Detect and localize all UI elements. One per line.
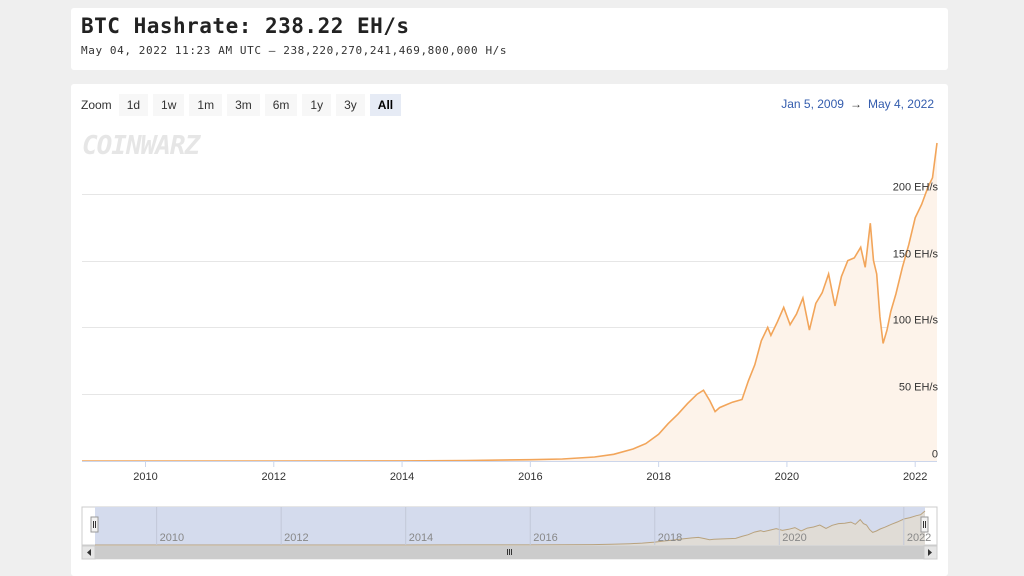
x-tick-label: 2016 — [518, 471, 542, 483]
zoom-button-1y[interactable]: 1y — [302, 94, 332, 116]
navigator-series-area — [95, 511, 925, 545]
navigator-handle-right[interactable] — [920, 516, 929, 533]
range-arrow-icon: → — [849, 97, 862, 111]
arrow-right-icon — [928, 549, 932, 556]
chart-card: Zoom 1d 1w 1m 3m 6m 1y 3y All Jan 5, 200… — [71, 84, 948, 576]
date-range[interactable]: Jan 5, 2009 → May 4, 2022 — [781, 97, 934, 111]
navigator-x-label: 2012 — [284, 532, 308, 544]
navigator[interactable]: 2010 2012 2014 2016 2018 2020 2022 — [81, 506, 938, 546]
zoom-button-all[interactable]: All — [369, 94, 402, 116]
x-tick-label: 2012 — [262, 471, 286, 483]
arrow-left-icon — [87, 549, 91, 556]
zoom-button-6m[interactable]: 6m — [264, 94, 298, 116]
navigator-x-labels: 2010 2012 2014 2016 2018 2020 2022 — [156, 507, 931, 545]
navigator-handle-left[interactable] — [90, 516, 99, 533]
x-tick-label: 2010 — [133, 471, 157, 483]
coinwarz-watermark: COINWARZ — [82, 131, 200, 161]
hashrate-timestamp: May 04, 2022 11:23 AM UTC – 238,220,270,… — [81, 44, 508, 57]
hashrate-area — [82, 143, 937, 461]
y-tick-label: 200 EH/s — [893, 182, 939, 194]
x-tick-label: 2014 — [390, 471, 414, 483]
zoom-button-3m[interactable]: 3m — [227, 94, 260, 116]
y-axis-ticks: 0 50 EH/s 100 EH/s 150 EH/s 200 EH/s — [893, 182, 939, 461]
navigator-x-label: 2014 — [409, 532, 433, 544]
hashrate-header: BTC Hashrate: 238.22 EH/s May 04, 2022 1… — [71, 8, 948, 70]
range-from[interactable]: Jan 5, 2009 — [781, 97, 844, 111]
zoom-label: Zoom — [81, 98, 112, 112]
y-tick-label: 50 EH/s — [899, 382, 939, 394]
zoom-toolbar: Zoom 1d 1w 1m 3m 6m 1y 3y All — [81, 94, 402, 116]
y-tick-label: 0 — [932, 449, 938, 461]
zoom-button-1m[interactable]: 1m — [189, 94, 223, 116]
navigator-x-label: 2010 — [160, 532, 184, 544]
x-tick-label: 2018 — [646, 471, 670, 483]
navigator-x-label: 2020 — [782, 532, 806, 544]
x-axis-ticks: 2010 2012 2014 2016 2018 2020 2022 — [133, 461, 927, 483]
navigator-series-line — [95, 510, 926, 546]
zoom-button-1d[interactable]: 1d — [118, 94, 149, 116]
zoom-button-1w[interactable]: 1w — [153, 94, 185, 116]
hashrate-chart: 2010 2012 2014 2016 2018 2020 2022 0 50 EH/s 100… — [81, 142, 939, 560]
scrollbar-grip-icon — [507, 549, 512, 555]
navigator-x-label: 2016 — [533, 532, 557, 544]
x-tick-label: 2020 — [775, 471, 799, 483]
navigator-x-label: 2018 — [658, 532, 682, 544]
zoom-button-3y[interactable]: 3y — [336, 94, 365, 116]
x-tick-label: 2022 — [903, 471, 927, 483]
y-tick-label: 100 EH/s — [893, 315, 939, 327]
scrollbar[interactable] — [81, 545, 938, 560]
navigator-x-label: 2022 — [907, 532, 931, 544]
page-title: BTC Hashrate: 238.22 EH/s — [81, 14, 410, 38]
hashrate-line — [82, 142, 938, 462]
y-tick-label: 150 EH/s — [893, 249, 939, 261]
range-to[interactable]: May 4, 2022 — [867, 97, 934, 111]
